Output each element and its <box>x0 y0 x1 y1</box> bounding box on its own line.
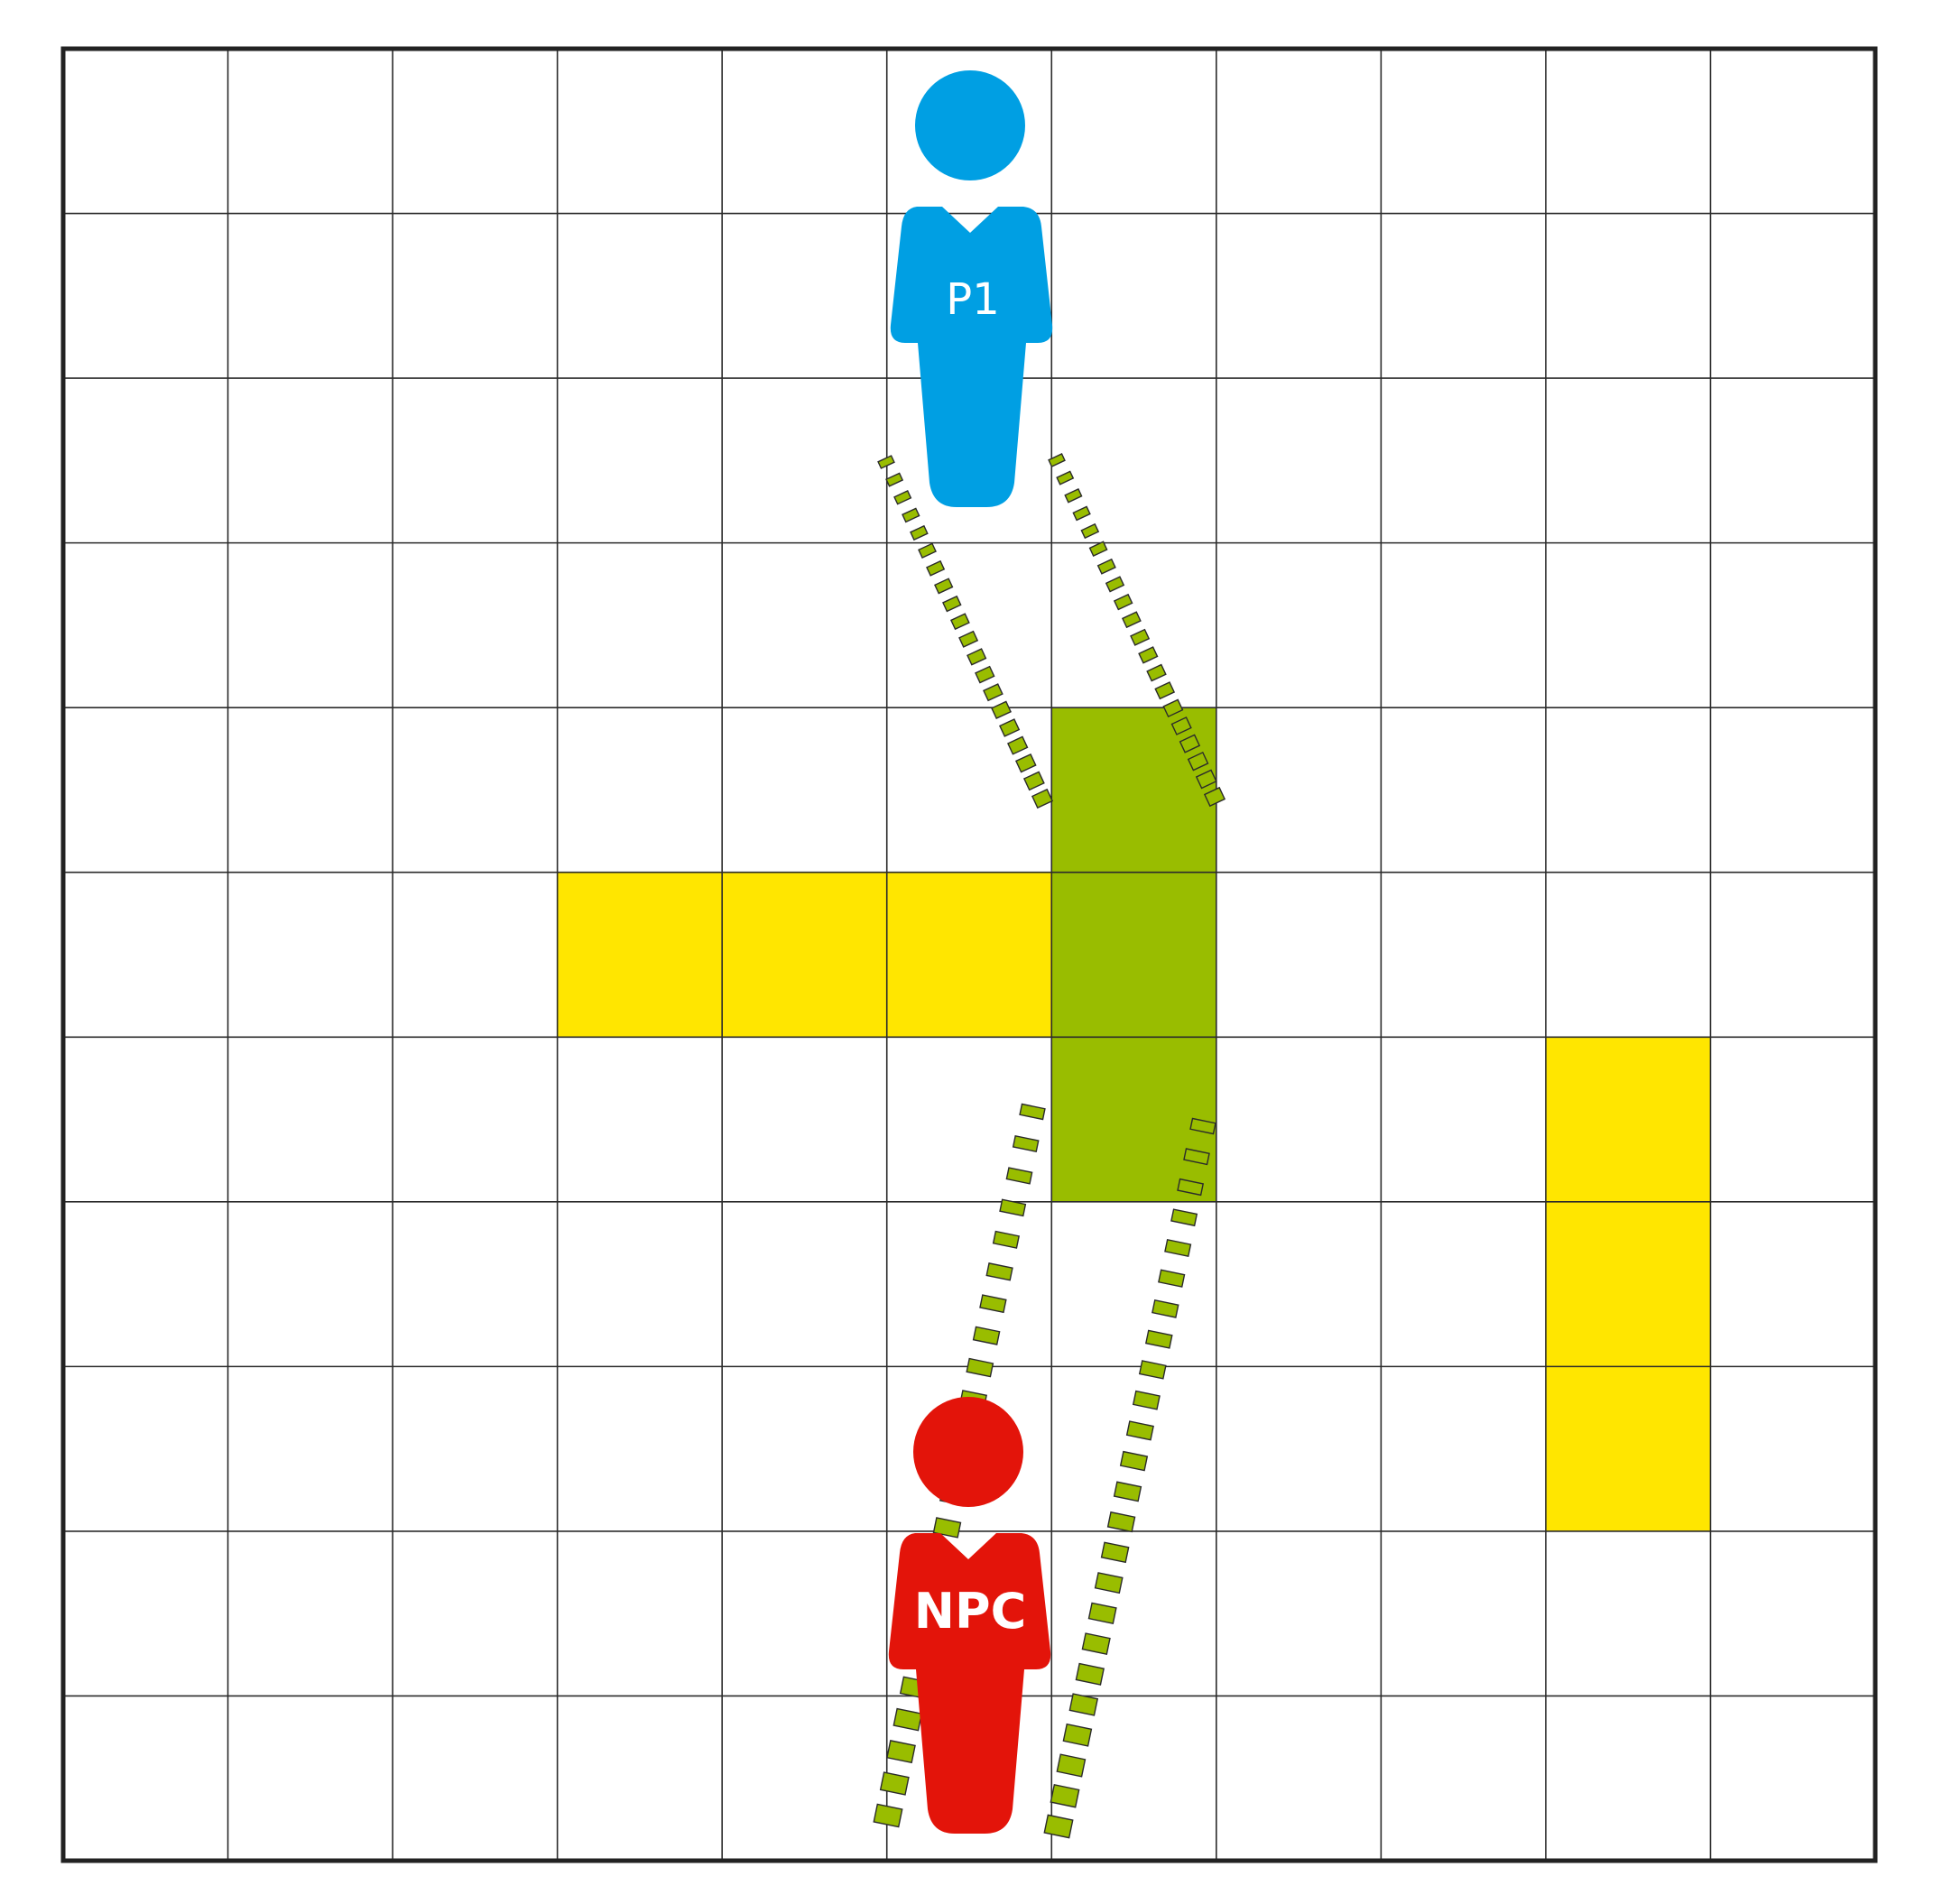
sightline-dash <box>1022 771 1045 791</box>
green-cell <box>1051 707 1216 873</box>
p1-body <box>890 207 1053 507</box>
sightline-dash <box>926 559 946 577</box>
sightline-dash <box>885 472 904 487</box>
sightline-dash <box>1072 505 1091 522</box>
sightline-dash <box>966 1357 994 1378</box>
sightline-dash <box>1081 1632 1111 1655</box>
sightline-dash <box>1151 1299 1179 1318</box>
sightline-dash <box>985 1262 1013 1281</box>
sightline-dash <box>942 595 962 613</box>
sightline-dash <box>1064 488 1083 504</box>
sightline-dash <box>1005 1167 1033 1185</box>
sightline-dash <box>1094 1572 1124 1594</box>
sightline-dash <box>886 1740 916 1764</box>
sightline-dash <box>893 1707 923 1732</box>
sightline-dash <box>1062 1723 1093 1747</box>
sightline-dash <box>999 718 1021 737</box>
sightline-dash <box>1162 698 1184 718</box>
sightline-dash <box>999 1198 1027 1217</box>
sightline-dash <box>932 1517 962 1539</box>
npc-head <box>913 1397 1023 1507</box>
sightline-dash <box>902 507 920 523</box>
sightline-dash <box>1048 453 1066 467</box>
sightline-dash <box>1096 558 1116 575</box>
sightline-dash <box>1007 735 1029 755</box>
sightline-dash <box>966 648 987 666</box>
yellow-cell <box>1545 1366 1711 1531</box>
sightline-dash <box>1075 1662 1105 1686</box>
sightline-dash <box>1019 1103 1046 1121</box>
sightline-dash <box>1158 1269 1186 1288</box>
green-cell <box>1051 1037 1216 1202</box>
sightline-dash <box>992 1230 1020 1249</box>
sightline-dash <box>1056 1753 1087 1778</box>
sightline-dash <box>1100 1541 1130 1564</box>
sightline-dash <box>1125 1420 1154 1441</box>
sightline-dash <box>1043 1814 1074 1839</box>
sightline-dash <box>1121 611 1142 629</box>
sightline-dash <box>975 665 995 684</box>
sightline-dash <box>1179 734 1201 753</box>
sightline-dash <box>1012 1134 1040 1153</box>
sightline-dash <box>1087 1602 1117 1625</box>
cells-layer <box>557 707 1711 1531</box>
sightline-dash <box>1088 541 1108 557</box>
player-p1-token[interactable]: P1 <box>890 70 1053 507</box>
yellow-cell <box>1545 1201 1711 1367</box>
board-border <box>60 46 1878 1863</box>
yellow-cell <box>1545 1037 1711 1202</box>
sightline-dash <box>979 1294 1007 1314</box>
green-cell <box>1051 872 1216 1038</box>
sightline-dash <box>879 1771 910 1796</box>
sightline-dash <box>1170 1208 1198 1227</box>
sightline-dash <box>1119 1450 1149 1472</box>
yellow-cell <box>886 872 1052 1038</box>
sightline-dash <box>1154 681 1176 700</box>
sightline-dash <box>1068 1693 1099 1716</box>
yellow-cell <box>722 872 887 1038</box>
sightline-dash <box>983 683 1003 702</box>
sightline-dash <box>1132 1390 1161 1410</box>
npc-label: NPC <box>914 1583 1026 1640</box>
sightline-dash <box>1113 1481 1142 1502</box>
sightline-dash <box>918 542 937 559</box>
sightline-dash <box>950 613 970 631</box>
sightline-dash <box>1106 1511 1136 1533</box>
sightline-dash <box>1080 522 1100 540</box>
sightline-dash <box>1144 1329 1173 1349</box>
sightline-dash <box>1130 628 1151 646</box>
sightline-dash <box>1203 786 1226 808</box>
yellow-cell <box>557 872 723 1038</box>
sightline-dash <box>910 524 929 541</box>
sightline-dash <box>958 630 979 648</box>
sightline-dash <box>1146 663 1167 682</box>
sightline-dash <box>1177 1178 1205 1197</box>
sightline-dash <box>1189 1117 1216 1135</box>
sightline-dash <box>1187 751 1209 772</box>
sightline-dash <box>877 455 895 469</box>
sightline-dash <box>1056 470 1075 485</box>
sightline-dash <box>991 700 1012 720</box>
npc-body <box>888 1533 1051 1834</box>
sightline-dash <box>934 578 954 595</box>
sightline-dash <box>1138 1360 1167 1380</box>
sightline-dash <box>893 490 912 505</box>
sightline-dash <box>1014 753 1037 773</box>
sightline-dash <box>1105 576 1125 593</box>
sightline-dash <box>873 1803 903 1828</box>
p1-head <box>915 70 1025 180</box>
sightline-dash <box>1050 1784 1080 1808</box>
npc-token[interactable]: NPC <box>888 1397 1051 1834</box>
sightline-dash <box>972 1326 1001 1345</box>
sightline-dash <box>1170 716 1192 735</box>
sightline-dash <box>1195 769 1217 790</box>
sightline-dash <box>1113 593 1133 611</box>
sightline-dash <box>1183 1148 1210 1166</box>
sightline-dash <box>1164 1238 1192 1258</box>
sightline-dash <box>1031 788 1054 809</box>
sightline-dash <box>1138 646 1159 664</box>
p1-label: P1 <box>946 274 999 325</box>
